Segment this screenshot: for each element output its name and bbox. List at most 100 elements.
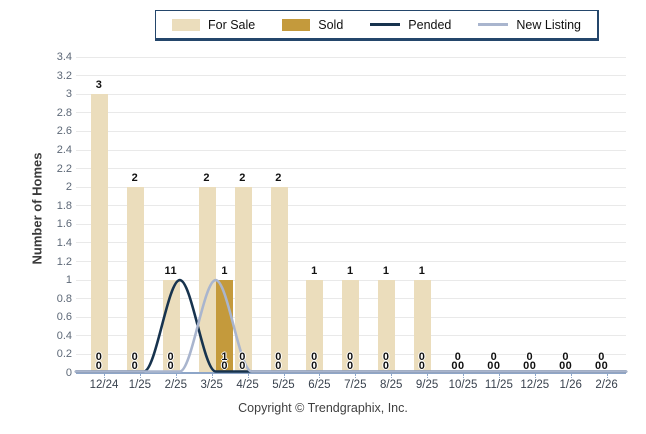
zero-label: 00 [559,360,573,372]
x-tick-mark [139,374,141,378]
legend-item-for-sale: For Sale [172,18,255,32]
legend-item-new-listing: New Listing [478,18,581,32]
zero-label: 0 [526,350,534,363]
value-label: 2 [203,172,210,185]
y-tick-label: 2 [65,181,72,194]
value-label: 2 [239,172,246,185]
y-tick-label: 1.4 [56,236,72,249]
y-tick-label: 2.6 [56,125,72,138]
zero-label: 0 [275,360,282,372]
y-tick-label: 3.2 [56,69,72,82]
sold-swatch-icon [282,18,311,31]
legend-label: For Sale [208,17,256,32]
gridline [76,168,626,170]
chart-legend: For Sale Sold Pended New Listing [155,10,600,41]
value-label: 1 [382,265,390,278]
zero-label: 0 [95,360,103,372]
x-tick-mark [534,374,536,378]
value-label: 1 [221,265,228,278]
for-sale-bar [378,280,396,373]
gridline [76,93,626,95]
new-listing-swatch-icon [478,23,509,26]
value-label: 11 [164,265,178,278]
x-tick-label: 5/25 [272,379,295,391]
gridline [76,75,626,77]
zero-label: 00 [523,360,537,372]
for-sale-bar [270,187,288,373]
x-tick-label: 11/25 [484,379,513,391]
x-tick-mark [391,374,393,378]
y-tick-label: 0.2 [56,348,72,361]
new-listing-line [74,278,628,373]
x-tick-label: 3/25 [200,379,223,391]
y-tick-label: 1.6 [56,218,72,231]
for-sale-bar [414,280,432,373]
x-tick-mark [104,374,105,378]
zero-label: 0 [239,350,246,363]
gridline [76,242,626,244]
x-tick-label: 1/25 [128,379,152,391]
x-tick-mark [498,374,500,378]
gridline [76,56,626,58]
gridline [76,223,626,225]
pended-swatch-icon [370,23,401,26]
value-label: 2 [131,172,139,185]
legend-label: Pended [408,17,452,32]
x-tick-mark [570,374,572,378]
y-tick-label: 0.4 [56,329,72,342]
y-tick-label: 3 [65,88,72,101]
zero-label: 0 [311,360,318,372]
gridline [76,186,626,188]
zero-label: 0 [598,350,605,363]
zero-label: 0 [346,350,354,363]
zero-label: 0 [239,360,246,372]
zero-label: 0 [95,350,103,363]
x-tick-label: 2/26 [595,379,618,391]
gridline [76,261,626,263]
x-tick-label: 4/25 [236,379,259,391]
x-tick-label: 2/25 [164,379,187,391]
value-label: 2 [275,172,282,185]
zero-label: 0 [275,350,282,363]
y-tick-label: 2.8 [56,106,72,119]
zero-label: 0 [382,360,390,372]
gridline [76,149,626,151]
zero-label: 0 [346,360,354,372]
zero-label: 0 [131,360,139,372]
zero-label: 0 [418,350,426,363]
zero-label: 1 [221,350,228,363]
zero-label: 0 [167,350,175,363]
for-sale-bar [306,280,324,373]
x-tick-mark [355,374,357,378]
legend-item-pended: Pended [370,18,451,32]
y-tick-label: 0.6 [56,311,72,324]
x-tick-mark [463,374,464,378]
x-tick-label: 12/25 [520,379,550,391]
x-tick-mark [175,374,177,378]
gridline [76,112,626,114]
y-tick-label: 2.4 [56,144,72,157]
x-tick-label: 8/25 [379,379,403,391]
gridline [76,130,626,132]
y-tick-label: 0 [65,367,72,379]
y-tick-label: 3.4 [56,51,72,64]
value-label: 3 [95,79,103,92]
y-tick-label: 1.8 [56,199,72,212]
copyright-text: Copyright © Trendgraphix, Inc. [238,401,408,415]
zero-label: 0 [454,350,462,363]
y-tick-label: 0.8 [56,292,72,305]
zero-label: 0 [221,360,228,372]
x-tick-mark [211,374,213,378]
zero-label: 00 [594,360,609,372]
y-tick-label: 1 [65,274,72,287]
x-tick-mark [283,374,285,378]
x-tick-mark [427,374,429,378]
legend-label: Sold [318,17,344,32]
zero-label: 00 [451,360,465,372]
zero-label: 0 [418,360,426,372]
x-tick-label: 7/25 [344,379,367,391]
x-tick-label: 1/26 [559,379,582,391]
legend-item-sold: Sold [282,18,343,32]
